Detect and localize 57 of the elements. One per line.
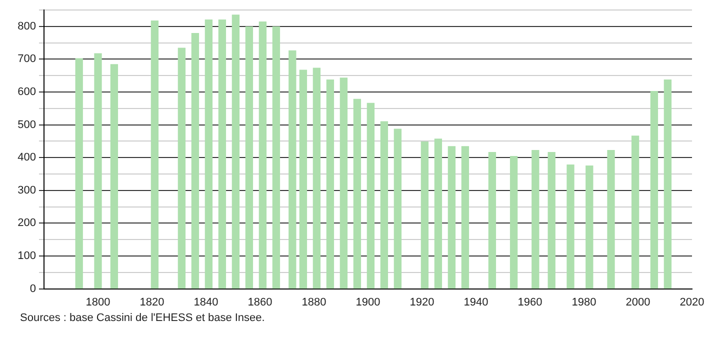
y-tick-label: 400 <box>18 152 36 164</box>
bar <box>353 98 362 289</box>
bar <box>218 20 226 289</box>
bar <box>178 48 186 289</box>
x-tick-label: 1820 <box>140 296 164 308</box>
y-tick-label: 0 <box>30 282 36 295</box>
bar <box>631 136 640 289</box>
bar <box>272 26 280 289</box>
x-tick-label: 1940 <box>464 296 488 308</box>
bar <box>461 146 470 289</box>
y-tick-label: 100 <box>18 250 36 262</box>
y-tick-label: 500 <box>18 118 36 131</box>
bar <box>650 91 658 289</box>
bar <box>340 78 348 289</box>
bar <box>326 80 334 289</box>
x-tick-label: 1900 <box>356 296 380 308</box>
y-tick-label: 200 <box>18 217 36 230</box>
bar <box>232 14 240 289</box>
x-tick-label: 1920 <box>410 296 434 308</box>
bar <box>150 20 159 289</box>
x-tick-label: 1840 <box>194 296 218 308</box>
bar <box>245 26 254 289</box>
bar <box>110 64 118 289</box>
x-tick-label: 1880 <box>302 296 326 308</box>
bar <box>488 152 496 289</box>
x-tick-label: 1800 <box>86 296 110 308</box>
y-tick-label: 300 <box>18 184 36 196</box>
bar <box>380 121 388 289</box>
bar <box>394 128 402 289</box>
bar <box>288 50 296 289</box>
source-note: Sources : base Cassini de l'EHESS et base Insee. <box>20 312 266 324</box>
bar <box>448 146 456 289</box>
bar <box>664 80 672 289</box>
bar <box>532 150 540 289</box>
y-tick-label: 600 <box>18 86 36 98</box>
bar <box>420 142 429 289</box>
bar <box>510 156 518 289</box>
bar <box>548 152 556 289</box>
bar <box>258 21 267 289</box>
bar <box>191 32 200 289</box>
y-tick-label: 800 <box>18 20 36 32</box>
bar <box>586 165 594 289</box>
bar <box>204 20 213 289</box>
y-tick-label: 700 <box>18 53 36 66</box>
x-tick-label: 1980 <box>572 296 596 308</box>
x-tick-label: 1860 <box>248 296 272 308</box>
x-tick-label: 2000 <box>626 296 650 308</box>
x-tick-label: 1960 <box>518 296 542 308</box>
bar <box>607 150 615 289</box>
bar <box>312 68 321 289</box>
bar <box>94 53 102 289</box>
bar <box>566 164 574 289</box>
bar <box>299 70 308 289</box>
bar <box>434 138 442 289</box>
x-tick-label: 2020 <box>680 296 704 308</box>
bar <box>75 58 83 289</box>
bar <box>366 102 375 289</box>
